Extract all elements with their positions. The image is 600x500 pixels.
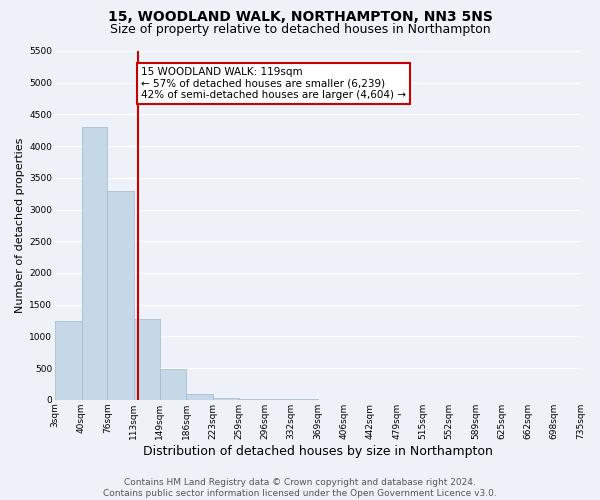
Bar [160, 370, 187, 400]
Bar [239, 398, 265, 400]
Bar [187, 394, 213, 400]
Bar [213, 398, 239, 400]
Text: 15 WOODLAND WALK: 119sqm
← 57% of detached houses are smaller (6,239)
42% of sem: 15 WOODLAND WALK: 119sqm ← 57% of detach… [141, 67, 406, 100]
Bar [107, 190, 134, 400]
Bar [265, 399, 291, 400]
Y-axis label: Number of detached properties: Number of detached properties [15, 138, 25, 313]
Bar [55, 320, 82, 400]
Text: 15, WOODLAND WALK, NORTHAMPTON, NN3 5NS: 15, WOODLAND WALK, NORTHAMPTON, NN3 5NS [107, 10, 493, 24]
Text: Contains HM Land Registry data © Crown copyright and database right 2024.
Contai: Contains HM Land Registry data © Crown c… [103, 478, 497, 498]
X-axis label: Distribution of detached houses by size in Northampton: Distribution of detached houses by size … [143, 444, 493, 458]
Text: Size of property relative to detached houses in Northampton: Size of property relative to detached ho… [110, 22, 490, 36]
Bar [134, 320, 160, 400]
Bar [82, 127, 107, 400]
